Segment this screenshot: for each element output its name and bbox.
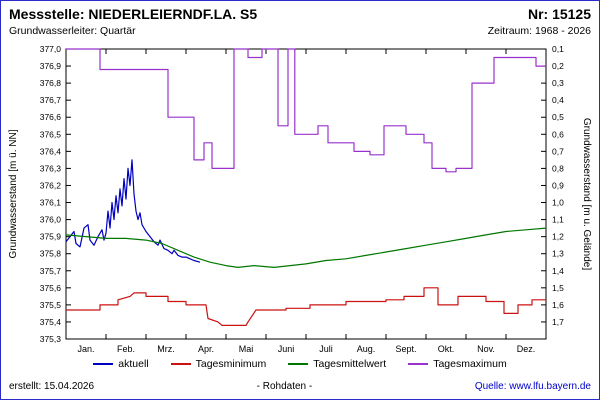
legend-label: Tagesmittelwert	[313, 358, 387, 370]
source-link[interactable]: Quelle: www.lfu.bayern.de	[474, 381, 591, 392]
svg-text:375,4: 375,4	[40, 317, 62, 327]
legend-item-tagesmaximum: Tagesmaximum	[408, 358, 507, 370]
svg-text:0,7: 0,7	[552, 146, 564, 156]
legend-item-tagesminimum: Tagesminimum	[170, 358, 267, 370]
svg-text:0,8: 0,8	[552, 163, 564, 173]
svg-text:1,4: 1,4	[552, 266, 564, 276]
svg-text:Feb.: Feb.	[117, 344, 135, 354]
svg-text:1,6: 1,6	[552, 300, 564, 310]
legend-item-tagesmittelwert: Tagesmittelwert	[288, 358, 386, 370]
svg-text:375,6: 375,6	[40, 283, 62, 293]
svg-text:0,5: 0,5	[552, 112, 564, 122]
created-label: erstellt: 15.04.2026	[9, 381, 95, 392]
svg-text:Nov.: Nov.	[477, 344, 495, 354]
svg-text:376,4: 376,4	[40, 146, 62, 156]
svg-text:Apr.: Apr.	[198, 344, 214, 354]
svg-text:376,0: 376,0	[40, 215, 62, 225]
svg-text:1,3: 1,3	[552, 249, 564, 259]
svg-text:Aug.: Aug.	[357, 344, 376, 354]
svg-text:0,3: 0,3	[552, 78, 564, 88]
svg-text:1,2: 1,2	[552, 232, 564, 242]
legend-label: aktuell	[118, 358, 149, 370]
svg-text:376,3: 376,3	[40, 163, 62, 173]
svg-text:Dez.: Dez.	[517, 344, 536, 354]
svg-text:375,9: 375,9	[40, 232, 62, 242]
svg-text:375,8: 375,8	[40, 249, 62, 259]
svg-text:0,1: 0,1	[552, 44, 564, 54]
rohdaten-label: - Rohdaten -	[256, 381, 313, 392]
svg-text:0,4: 0,4	[552, 95, 564, 105]
svg-text:Mai: Mai	[239, 344, 254, 354]
legend-swatch	[170, 363, 191, 365]
svg-text:Mrz.: Mrz.	[157, 344, 175, 354]
svg-text:376,7: 376,7	[40, 95, 62, 105]
aquifer-label: Grundwasserleiter: Quartär	[9, 25, 136, 37]
svg-text:376,9: 376,9	[40, 61, 62, 71]
svg-text:1,0: 1,0	[552, 198, 564, 208]
svg-text:376,1: 376,1	[40, 198, 62, 208]
svg-text:376,2: 376,2	[40, 180, 62, 190]
svg-text:Juni: Juni	[278, 344, 295, 354]
svg-text:376,6: 376,6	[40, 112, 62, 122]
svg-text:Okt.: Okt.	[438, 344, 455, 354]
svg-text:0,2: 0,2	[552, 61, 564, 71]
legend-swatch	[93, 363, 114, 365]
svg-text:Jan.: Jan.	[77, 344, 94, 354]
legend-swatch	[408, 363, 429, 365]
svg-text:0,6: 0,6	[552, 129, 564, 139]
legend-swatch	[288, 363, 309, 365]
legend-label: Tagesminimum	[195, 358, 267, 370]
svg-text:0,9: 0,9	[552, 180, 564, 190]
svg-text:377,0: 377,0	[40, 44, 62, 54]
svg-text:376,8: 376,8	[40, 78, 62, 88]
svg-text:Juli: Juli	[319, 344, 333, 354]
station-number: Nr: 15125	[527, 6, 591, 22]
svg-text:375,7: 375,7	[40, 266, 62, 276]
legend: aktuell Tagesminimum Tagesmittelwert Tag…	[1, 358, 599, 370]
svg-text:1,5: 1,5	[552, 283, 564, 293]
svg-text:375,5: 375,5	[40, 300, 62, 310]
legend-label: Tagesmaximum	[433, 358, 507, 370]
svg-text:1,1: 1,1	[552, 215, 564, 225]
svg-text:376,5: 376,5	[40, 129, 62, 139]
period-label: Zeitraum: 1968 - 2026	[487, 25, 591, 37]
svg-text:1,7: 1,7	[552, 317, 564, 327]
svg-text:375,3: 375,3	[40, 334, 62, 344]
svg-text:Sept.: Sept.	[395, 344, 416, 354]
page-title: Messstelle: NIEDERLEIERNDF.LA. S5	[9, 6, 258, 22]
legend-item-aktuell: aktuell	[93, 358, 149, 370]
